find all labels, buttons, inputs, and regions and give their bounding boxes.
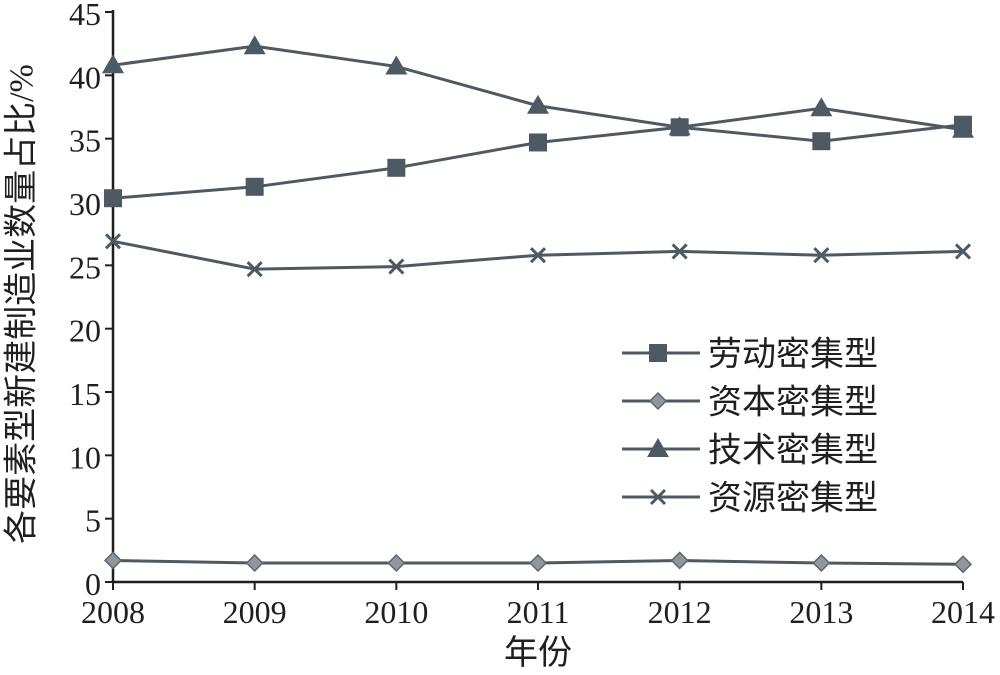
data-point-triangle [102,54,124,74]
legend-marker-cross [649,488,667,506]
series-layer [102,35,974,574]
y-tick-label: 10 [69,439,101,475]
data-point-diamond [103,551,123,570]
data-point-triangle [952,118,974,138]
data-point-cross [388,258,405,275]
x-tick-label: 2014 [931,594,995,630]
legend-label: 技术密集型 [708,432,878,470]
legend-marker-diamond [648,391,668,411]
data-point-triangle [243,35,266,55]
x-tick-label: 2009 [223,594,287,630]
data-point-cross [813,247,830,264]
data-point-cross [529,247,547,264]
cross-stroke [649,488,667,506]
legend-label: 资源密集型 [708,480,878,518]
data-point-triangle [810,97,833,117]
y-tick-label: 5 [85,503,101,539]
x-tick-label: 2010 [364,594,428,630]
y-tick-label: 30 [69,186,101,222]
data-point-cross [246,261,263,278]
cross-stroke [813,247,830,264]
cross-stroke [671,243,688,260]
y-axis-title: 各要素型新建制造业数量占比/% [3,64,41,544]
data-point-square [529,133,547,152]
y-tick-label: 25 [69,249,101,285]
data-point-triangle [668,116,691,136]
series-cross [104,233,972,278]
legend-label: 资本密集型 [708,384,878,422]
data-point-square [387,158,406,177]
data-point-triangle [385,55,408,75]
series-square [104,115,972,208]
data-point-square [812,132,831,151]
cross-stroke [529,247,547,264]
x-tick-label: 2013 [789,594,853,630]
legend-item: 劳动密集型 [622,336,878,374]
data-point-square [104,189,122,208]
cross-stroke [246,261,263,278]
y-tick-label: 45 [69,0,101,32]
y-tick-label: 40 [69,59,101,95]
data-point-square [245,177,264,196]
data-point-diamond [528,553,548,573]
x-tick-label: 2008 [81,594,145,630]
y-tick-label: 0 [85,566,101,602]
data-point-cross [954,243,972,260]
legend-item: 资源密集型 [622,480,878,518]
series-triangle [102,35,974,138]
data-point-diamond [245,553,264,573]
axes: 0 5 10 15 20 25 30 35 40 45 2008 2009 2010 2011 2012 20… [69,0,995,630]
x-tick-label: 2011 [507,594,570,630]
legend-item: 技术密集型 [622,432,878,470]
data-point-diamond [670,551,689,570]
legend-item: 资本密集型 [622,384,878,422]
series-line [112,44,964,132]
legend-marker-square [649,344,667,362]
legend-marker-triangle [647,438,669,457]
data-point-diamond [812,553,831,573]
y-tick-label: 15 [69,376,101,412]
cross-stroke [954,243,972,260]
cross-stroke [104,233,122,250]
y-tick-label: 35 [69,123,101,159]
legend-label: 劳动密集型 [708,336,878,374]
data-point-diamond [953,555,973,574]
x-axis-title: 年份 [504,634,572,672]
x-tick-label: 2012 [648,594,712,630]
data-point-triangle [527,94,549,114]
y-tick-label: 20 [69,313,101,349]
data-point-cross [671,243,688,260]
cross-stroke [388,258,405,275]
data-point-cross [104,233,122,250]
data-point-diamond [387,553,406,573]
series-diamond [103,551,973,574]
